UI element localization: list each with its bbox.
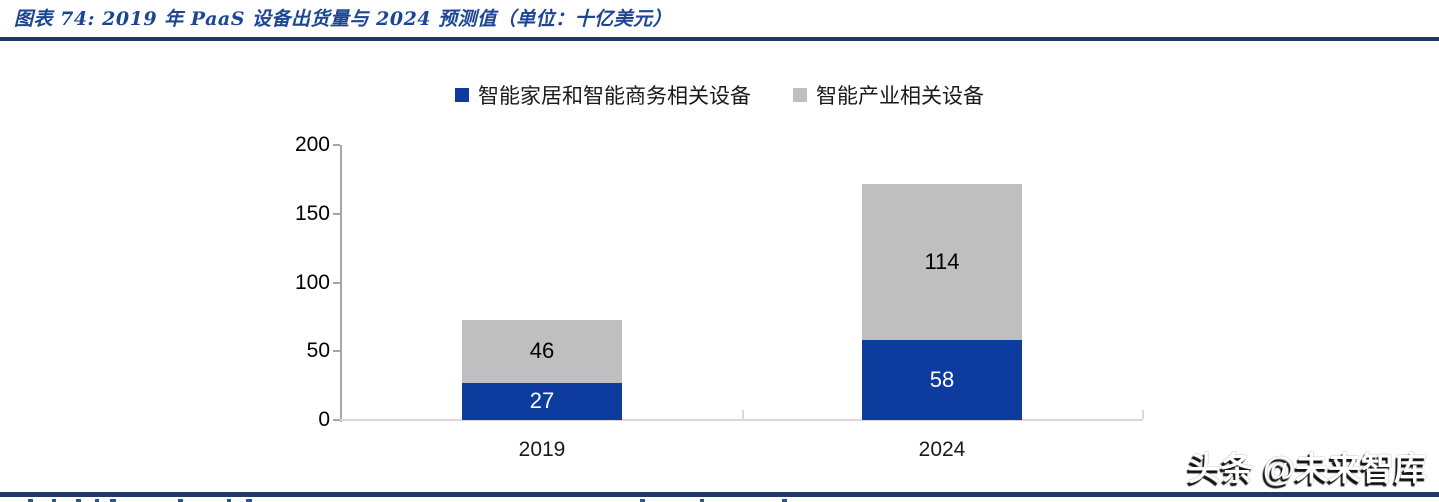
clipped-text-fragment xyxy=(52,499,56,502)
clipped-text-fragment xyxy=(95,499,99,502)
y-axis-tick-mark xyxy=(333,350,340,353)
y-axis-tick-label: 150 xyxy=(294,201,330,225)
y-axis-line xyxy=(340,145,342,422)
bar-data-label: 114 xyxy=(924,248,960,274)
x-axis-category-tick xyxy=(742,410,744,419)
legend-item-smart-home: 智能家居和智能商务相关设备 xyxy=(455,80,751,110)
clipped-text-fragment xyxy=(227,499,231,502)
bar-data-label: 58 xyxy=(929,367,955,393)
y-axis-tick-label: 200 xyxy=(294,133,330,156)
clipped-text-fragment xyxy=(178,499,183,502)
clipped-text-fragment xyxy=(640,499,645,502)
y-axis-tick-mark xyxy=(333,281,340,284)
legend-swatch-gray xyxy=(793,88,807,102)
y-axis-tick-label: 100 xyxy=(294,270,330,294)
chart-legend: 智能家居和智能商务相关设备 智能产业相关设备 xyxy=(0,80,1439,110)
clipped-text-fragment xyxy=(246,499,252,502)
x-axis-baseline xyxy=(340,419,1143,421)
bar-segment-blue: 58 xyxy=(862,340,1022,420)
y-axis-tick-mark xyxy=(333,212,340,215)
bottom-divider-rule xyxy=(0,492,1439,497)
bar-data-label: 46 xyxy=(529,338,555,364)
figure-title: 图表 74: 2019 年 PaaS 设备出货量与 2024 预测值（单位：十亿… xyxy=(14,8,673,30)
y-axis-tick-label: 50 xyxy=(306,339,330,363)
bar-segment-gray: 114 xyxy=(862,183,1022,341)
y-axis-tick-label: 0 xyxy=(318,408,330,431)
bar-segment-blue: 27 xyxy=(462,382,622,420)
legend-label: 智能产业相关设备 xyxy=(816,85,984,108)
legend-label: 智能家居和智能商务相关设备 xyxy=(478,85,751,108)
x-axis-category-label: 2024 xyxy=(918,438,966,461)
bar-segment-gray: 46 xyxy=(462,319,622,383)
y-axis-tick-mark xyxy=(333,419,340,421)
y-axis-tick-mark xyxy=(333,144,340,146)
clipped-text-fragment xyxy=(28,499,33,502)
clipped-text-fragment xyxy=(110,499,116,502)
legend-item-smart-industry: 智能产业相关设备 xyxy=(793,80,984,110)
bar-data-label: 27 xyxy=(529,388,555,414)
x-axis-category-tick xyxy=(1142,410,1144,419)
watermark-toutiao-future-thinktank: 头条 @未来智库 xyxy=(1187,450,1427,487)
legend-swatch-blue xyxy=(455,88,469,102)
x-axis-category-label: 2019 xyxy=(518,438,566,461)
clipped-text-fragment xyxy=(700,499,704,502)
clipped-text-fragment xyxy=(76,499,81,502)
top-divider-rule xyxy=(0,37,1439,41)
clipped-text-fragment xyxy=(782,499,787,502)
